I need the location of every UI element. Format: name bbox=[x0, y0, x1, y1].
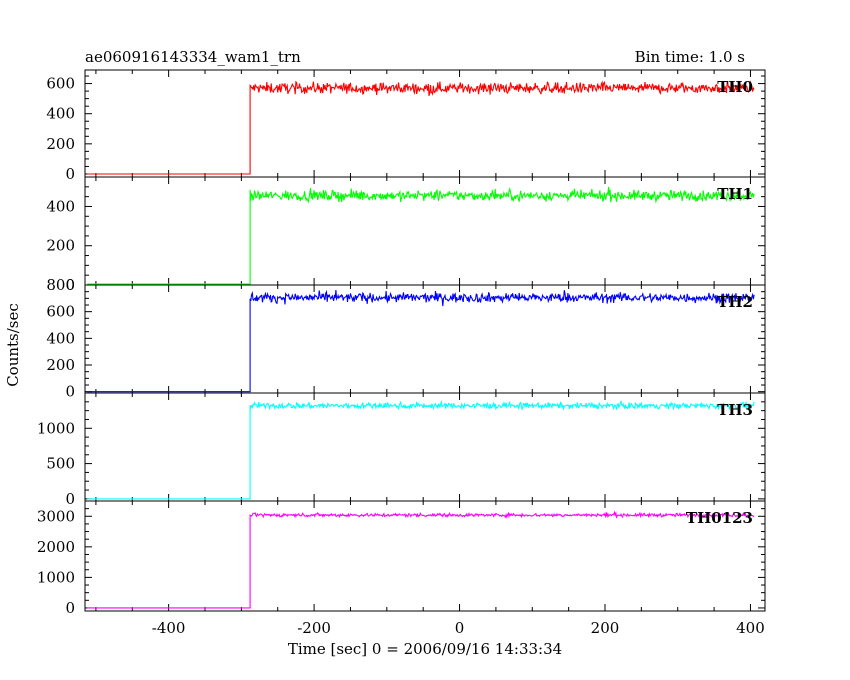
panel-th0123: 0 1000 2000 3000 TH0123 bbox=[37, 500, 766, 617]
series-line-th1 bbox=[87, 186, 755, 285]
y-tick-label: 600 bbox=[46, 303, 75, 321]
y-axis-label: Counts/sec bbox=[4, 303, 22, 387]
series-label: TH0123 bbox=[686, 509, 753, 527]
x-axis-label: Time [sec] 0 = 2006/09/16 14:33:34 bbox=[288, 640, 562, 658]
series-line-th0123 bbox=[87, 510, 755, 609]
series-label: TH0 bbox=[717, 78, 753, 96]
y-tick-label: 3000 bbox=[37, 507, 75, 525]
series-line-th3 bbox=[87, 399, 755, 500]
x-tick-label: -400 bbox=[152, 619, 186, 637]
y-tick-label: 800 bbox=[46, 276, 75, 294]
x-tick-label: 0 bbox=[455, 619, 465, 637]
x-tick-label: 400 bbox=[736, 619, 765, 637]
series-label: TH3 bbox=[717, 401, 753, 419]
y-tick-label: 400 bbox=[46, 105, 75, 123]
y-tick-label: 0 bbox=[65, 599, 75, 617]
y-tick-label: 200 bbox=[46, 237, 75, 255]
y-tick-label: 0 bbox=[65, 383, 75, 401]
y-tick-label: 1000 bbox=[37, 419, 75, 437]
x-tick-label: -200 bbox=[297, 619, 331, 637]
panel-frame bbox=[84, 392, 766, 502]
panel-th0: 0 200 400 600 TH0 bbox=[46, 69, 766, 183]
panel-frame bbox=[84, 500, 766, 612]
panel-th2: 0 200 400 600 800 TH2 bbox=[46, 276, 766, 401]
series-line-th0 bbox=[87, 80, 755, 175]
panel-th1: 0 200 400 TH1 bbox=[46, 176, 766, 294]
bin-time-label: Bin time: 1.0 s bbox=[635, 48, 745, 66]
y-tick-label: 200 bbox=[46, 135, 75, 153]
panel-th3: 0 500 1000 TH3 bbox=[37, 392, 766, 508]
y-tick-label: 400 bbox=[46, 197, 75, 215]
y-tick-label: 600 bbox=[46, 75, 75, 93]
series-label: TH1 bbox=[717, 185, 753, 203]
y-tick-label: 400 bbox=[46, 329, 75, 347]
panel-frame bbox=[84, 284, 766, 394]
series-label: TH2 bbox=[717, 293, 753, 311]
y-tick-label: 500 bbox=[46, 455, 75, 473]
y-tick-label: 200 bbox=[46, 356, 75, 374]
y-tick-label: 0 bbox=[65, 490, 75, 508]
series-line-th2 bbox=[87, 290, 755, 393]
chart-title: ae060916143334_wam1_trn bbox=[85, 48, 301, 66]
y-tick-label: 0 bbox=[65, 276, 75, 294]
x-tick-label: 200 bbox=[591, 619, 620, 637]
y-tick-label: 1000 bbox=[37, 568, 75, 586]
y-tick-label: 0 bbox=[65, 165, 75, 183]
y-tick-label: 2000 bbox=[37, 538, 75, 556]
